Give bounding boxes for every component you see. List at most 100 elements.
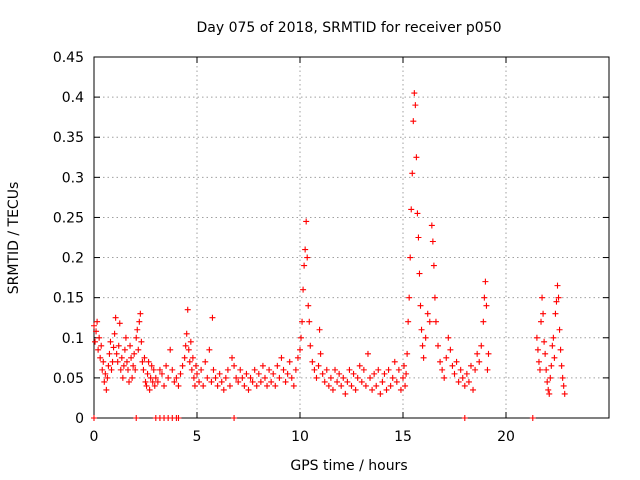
data-point xyxy=(344,378,351,385)
data-point xyxy=(261,374,268,381)
data-point xyxy=(182,342,189,349)
data-point xyxy=(409,170,416,177)
axis-ticks xyxy=(93,56,609,419)
data-point xyxy=(358,378,365,385)
y-tick-label: 0.15 xyxy=(53,291,84,307)
data-point xyxy=(410,118,417,125)
y-tick-label: 0.1 xyxy=(62,331,84,347)
data-point xyxy=(317,350,324,357)
data-point xyxy=(135,346,142,353)
data-point xyxy=(108,366,115,373)
data-point xyxy=(175,415,182,421)
data-point xyxy=(264,382,271,389)
plot-frame xyxy=(93,56,610,419)
data-point xyxy=(150,366,157,373)
data-point xyxy=(247,374,254,381)
data-point xyxy=(463,370,470,377)
data-point xyxy=(243,370,250,377)
data-point xyxy=(385,366,392,373)
data-point xyxy=(419,342,426,349)
data-point xyxy=(552,310,559,317)
y-tick-label: 0.4 xyxy=(62,90,84,106)
data-point xyxy=(391,358,398,365)
data-point xyxy=(194,370,200,377)
data-point xyxy=(112,314,119,321)
data-point xyxy=(481,294,488,301)
data-point xyxy=(539,294,546,301)
data-points xyxy=(91,90,568,421)
data-point xyxy=(266,366,273,373)
data-point xyxy=(257,378,264,385)
data-point xyxy=(204,374,211,381)
data-point xyxy=(306,318,313,325)
data-point xyxy=(185,346,192,353)
data-point xyxy=(192,362,199,369)
data-point xyxy=(224,366,231,373)
data-point xyxy=(536,366,543,373)
data-point xyxy=(336,370,343,377)
data-point xyxy=(147,374,154,381)
data-point xyxy=(558,362,565,369)
data-point xyxy=(305,302,312,309)
data-point xyxy=(373,382,380,389)
data-point xyxy=(138,338,145,345)
x-axis-label: GPS time / hours xyxy=(290,458,407,474)
data-point xyxy=(169,366,176,373)
data-point xyxy=(375,366,382,373)
data-point xyxy=(470,386,477,393)
data-point xyxy=(483,302,490,309)
data-point xyxy=(116,320,123,327)
data-point xyxy=(449,362,456,369)
data-point xyxy=(120,362,127,369)
data-point xyxy=(173,374,180,381)
data-point xyxy=(98,342,105,349)
data-point xyxy=(472,366,479,373)
data-point xyxy=(461,382,468,389)
data-point xyxy=(541,338,548,345)
data-point xyxy=(229,354,236,361)
data-point xyxy=(474,350,481,357)
data-point xyxy=(91,415,97,421)
data-point xyxy=(209,314,216,321)
data-point xyxy=(146,386,153,393)
data-point xyxy=(171,378,178,385)
data-point xyxy=(190,374,197,381)
data-point xyxy=(255,370,262,377)
data-point xyxy=(183,330,190,337)
data-point xyxy=(99,366,106,373)
data-point xyxy=(290,382,297,389)
data-point xyxy=(428,222,435,229)
data-point xyxy=(432,318,439,325)
data-point xyxy=(282,378,289,385)
data-point xyxy=(105,362,112,369)
data-point xyxy=(395,366,402,373)
data-point xyxy=(304,254,311,261)
data-point xyxy=(550,334,557,341)
data-point xyxy=(111,330,118,337)
data-point xyxy=(131,350,138,357)
data-point xyxy=(453,358,460,365)
data-point xyxy=(327,374,334,381)
x-tick-label: 5 xyxy=(193,429,202,445)
data-point xyxy=(549,342,556,349)
data-point xyxy=(447,346,454,353)
data-point xyxy=(431,294,438,301)
data-point xyxy=(544,378,551,385)
data-point xyxy=(259,362,266,369)
data-point xyxy=(288,374,295,381)
data-point xyxy=(297,346,303,353)
data-point xyxy=(181,354,188,361)
data-point xyxy=(136,318,143,325)
data-point xyxy=(362,382,369,389)
data-point xyxy=(393,378,400,385)
data-point xyxy=(455,378,462,385)
data-point xyxy=(129,374,136,381)
data-point xyxy=(132,366,139,373)
data-point xyxy=(535,358,542,365)
data-point xyxy=(196,378,203,385)
data-point xyxy=(554,282,561,289)
data-point xyxy=(156,366,163,373)
data-point xyxy=(441,374,448,381)
data-point xyxy=(189,354,196,361)
data-point xyxy=(144,370,151,377)
